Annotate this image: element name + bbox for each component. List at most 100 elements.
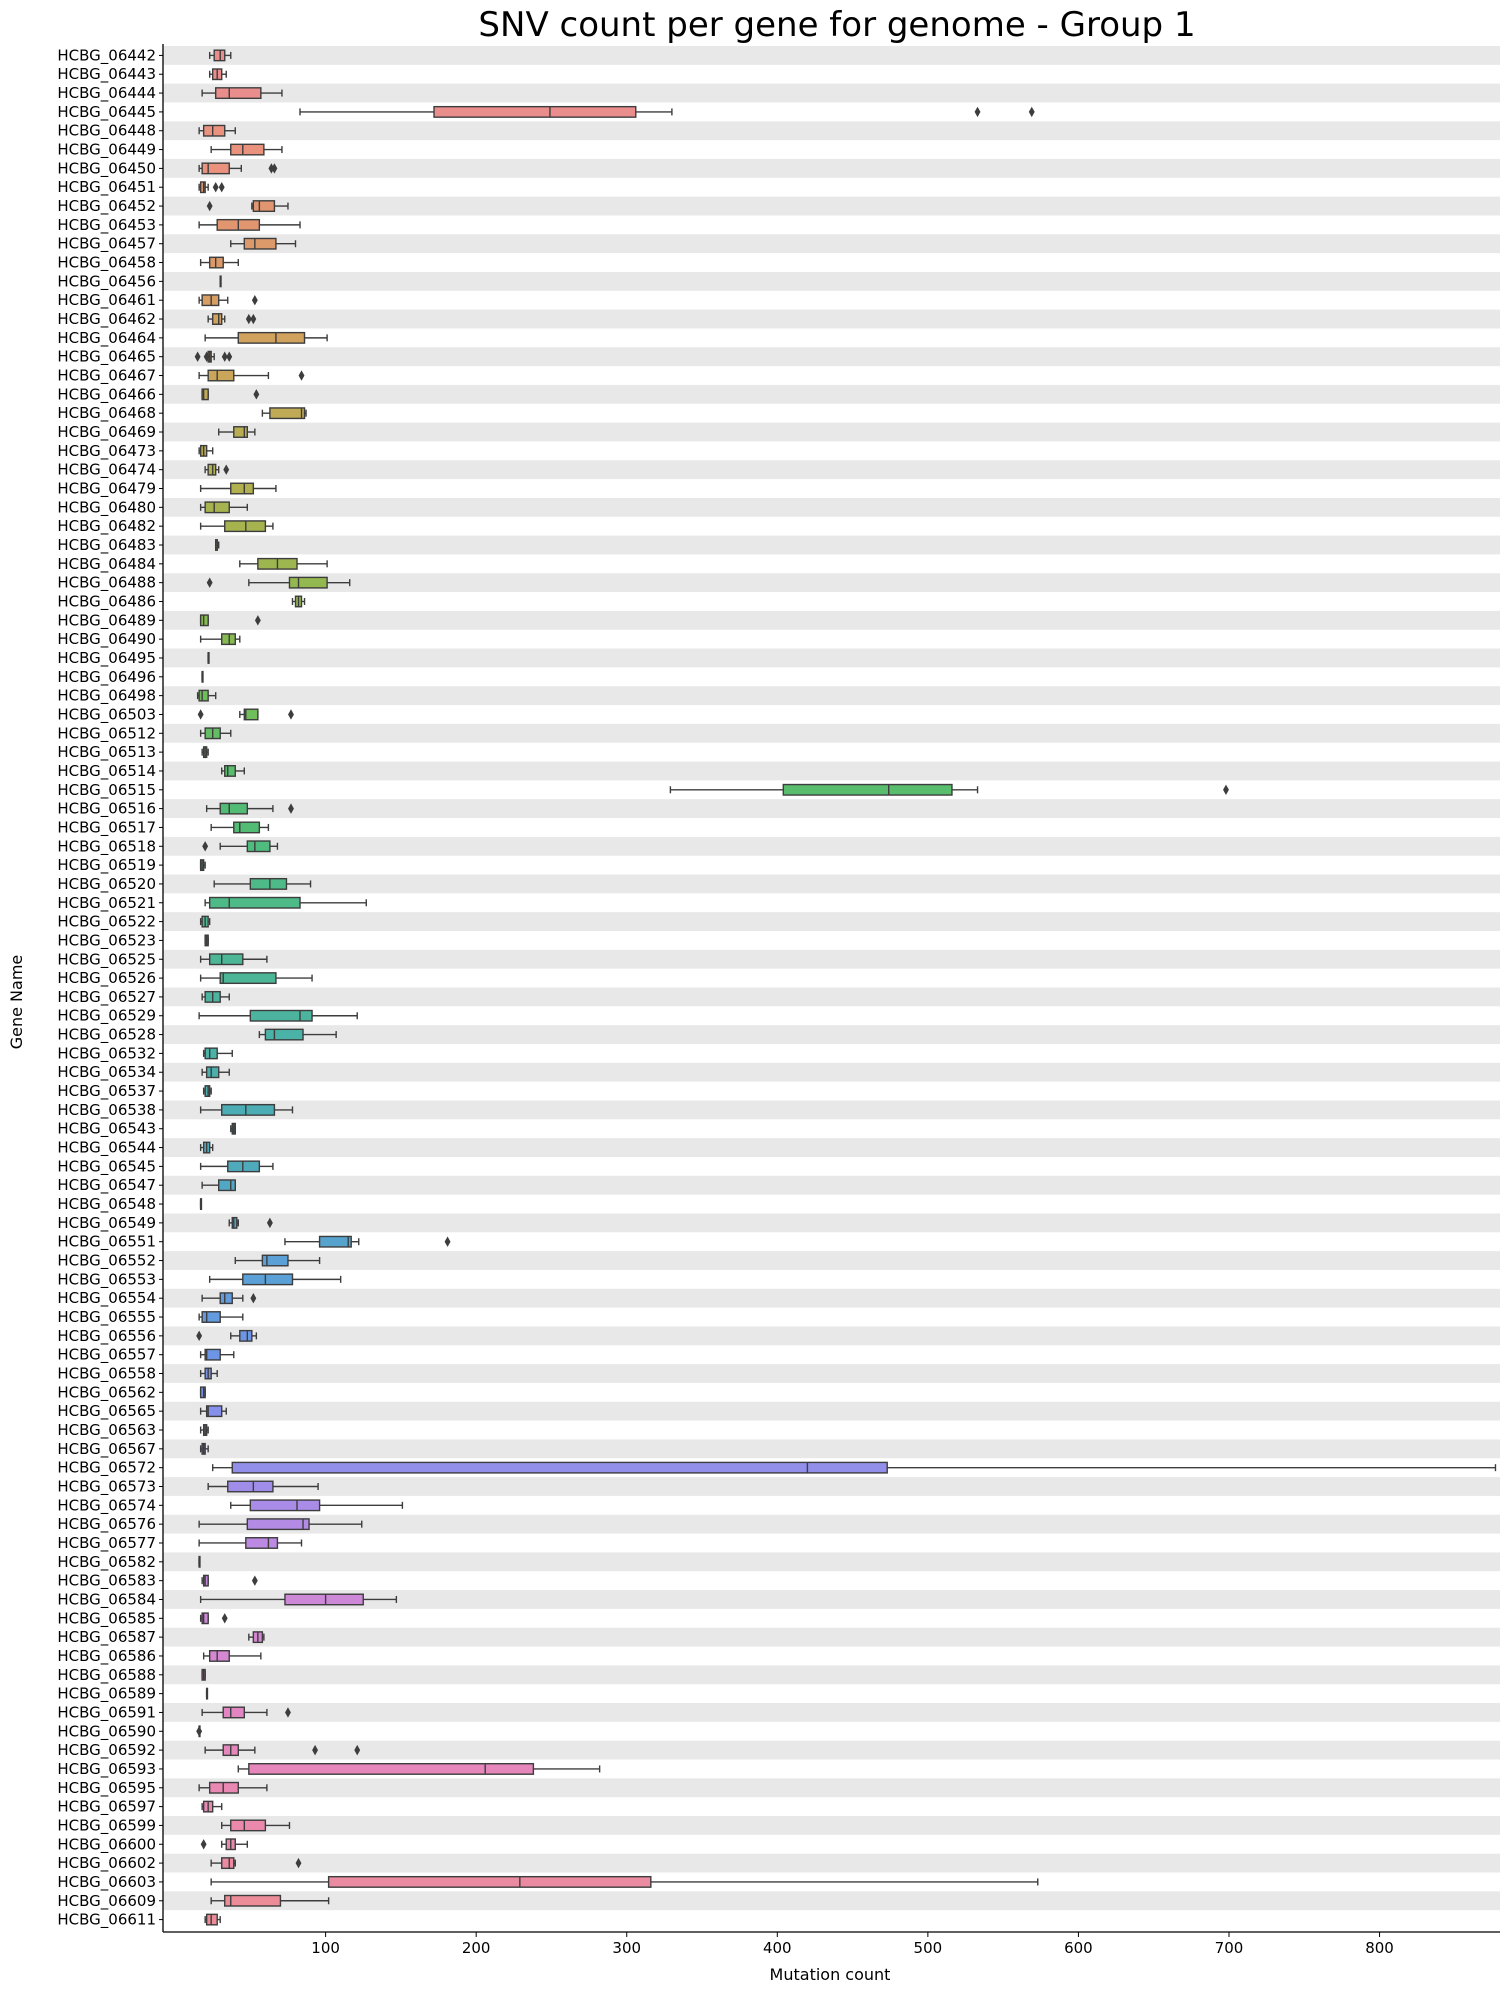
y-tick-label: HCBG_06473	[57, 442, 156, 461]
iqr-box	[261, 1254, 289, 1267]
y-tick-label: HCBG_06486	[57, 592, 156, 611]
y-tick-label: HCBG_06490	[57, 630, 156, 649]
box-HCBG_06461	[198, 294, 258, 307]
y-tick-label: HCBG_06514	[57, 762, 156, 781]
iqr-box	[243, 708, 259, 721]
box-HCBG_06523	[204, 934, 209, 947]
iqr-box	[221, 633, 236, 646]
box-HCBG_06467	[198, 369, 305, 382]
y-tick-label: HCBG_06449	[57, 141, 156, 160]
box-HCBG_06513	[201, 746, 209, 759]
box-HCBG_06443	[208, 68, 227, 81]
row-band	[163, 347, 1500, 367]
y-tick-label: HCBG_06587	[57, 1628, 156, 1647]
iqr-box	[233, 821, 261, 834]
row-band	[163, 1816, 1500, 1835]
box-HCBG_06469	[218, 426, 256, 438]
iqr-box	[204, 1047, 218, 1060]
box-layer	[194, 49, 1497, 1926]
box-HCBG_06453	[198, 218, 301, 231]
y-tick-label: HCBG_06465	[57, 348, 156, 367]
band-layer	[163, 46, 1500, 1911]
y-tick-label: HCBG_06462	[57, 310, 156, 329]
iqr-box	[208, 953, 244, 966]
y-tick-label: HCBG_06515	[57, 781, 156, 800]
box-HCBG_06520	[213, 877, 312, 890]
y-tick-label: HCBG_06563	[57, 1421, 156, 1440]
box-HCBG_06589	[205, 1687, 209, 1700]
box-HCBG_06462	[207, 313, 257, 325]
outlier-point	[196, 1726, 203, 1737]
y-tick-label: HCBG_06468	[57, 404, 156, 423]
y-tick-label: HCBG_06495	[57, 649, 156, 668]
row-band	[163, 723, 1500, 743]
y-tick-label: HCBG_06577	[57, 1534, 156, 1553]
iqr-box	[201, 1612, 209, 1625]
y-tick-label: HCBG_06545	[57, 1157, 156, 1176]
row-band	[163, 874, 1500, 894]
iqr-box	[269, 407, 306, 420]
y-tick-label: HCBG_06576	[57, 1515, 156, 1534]
box-HCBG_06498	[196, 689, 217, 702]
outlier-point	[1028, 106, 1035, 118]
iqr-box	[288, 576, 328, 589]
iqr-box	[239, 1329, 253, 1342]
row-band	[163, 422, 1500, 442]
outlier-point	[312, 1744, 319, 1756]
y-tick-label: HCBG_06589	[57, 1685, 156, 1704]
box-HCBG_06517	[210, 821, 270, 834]
box-HCBG_06518	[202, 840, 279, 853]
iqr-box	[208, 896, 301, 909]
box-HCBG_06495	[207, 652, 210, 664]
row-band	[163, 46, 1500, 65]
box-HCBG_06489	[199, 614, 261, 627]
iqr-box	[204, 501, 230, 514]
box-HCBG_06554	[201, 1292, 257, 1305]
box-HCBG_06611	[204, 1913, 221, 1926]
y-tick-label: HCBG_06512	[57, 724, 156, 743]
iqr-box	[237, 331, 306, 344]
box-HCBG_06587	[248, 1631, 265, 1644]
y-axis: HCBG_06442HCBG_06443HCBG_06444HCBG_06445…	[57, 44, 164, 1932]
row-band	[163, 497, 1500, 517]
iqr-box	[433, 105, 637, 118]
box-HCBG_06474	[204, 463, 230, 476]
outlier-point	[206, 577, 213, 588]
row-band	[163, 1891, 1500, 1911]
row-band	[163, 158, 1500, 178]
row-band	[163, 384, 1500, 404]
row-band	[163, 309, 1500, 329]
iqr-box	[214, 87, 262, 100]
outlier-point	[251, 1575, 258, 1586]
y-tick-label: HCBG_06479	[57, 480, 156, 499]
y-tick-label: HCBG_06609	[57, 1892, 156, 1911]
box-HCBG_06586	[202, 1650, 262, 1662]
y-tick-label: HCBG_06556	[57, 1327, 156, 1346]
row-band	[163, 460, 1500, 480]
box-HCBG_06527	[201, 990, 230, 1003]
box-HCBG_06468	[261, 407, 307, 420]
y-tick-label: HCBG_06582	[57, 1553, 156, 1572]
iqr-box	[227, 1160, 261, 1173]
box-HCBG_06484	[239, 557, 328, 570]
row-band	[163, 686, 1500, 706]
x-tick-label: 500	[914, 1939, 943, 1957]
iqr-box	[201, 1311, 221, 1323]
row-band	[163, 836, 1500, 856]
y-tick-label: HCBG_06597	[57, 1798, 156, 1817]
box-HCBG_06534	[201, 1066, 230, 1079]
box-HCBG_06599	[221, 1819, 291, 1832]
iqr-box	[249, 877, 288, 890]
y-tick-label: HCBG_06554	[57, 1289, 156, 1308]
box-HCBG_06473	[198, 444, 214, 457]
iqr-box	[221, 1103, 276, 1116]
y-tick-label: HCBG_06562	[57, 1383, 156, 1402]
iqr-box	[246, 840, 271, 853]
iqr-box	[199, 614, 209, 627]
row-band	[163, 1288, 1500, 1308]
y-tick-label: HCBG_06444	[57, 84, 156, 103]
box-HCBG_06458	[199, 256, 239, 269]
row-band	[163, 1364, 1500, 1383]
row-band	[163, 761, 1500, 781]
outlier-point	[254, 615, 261, 626]
